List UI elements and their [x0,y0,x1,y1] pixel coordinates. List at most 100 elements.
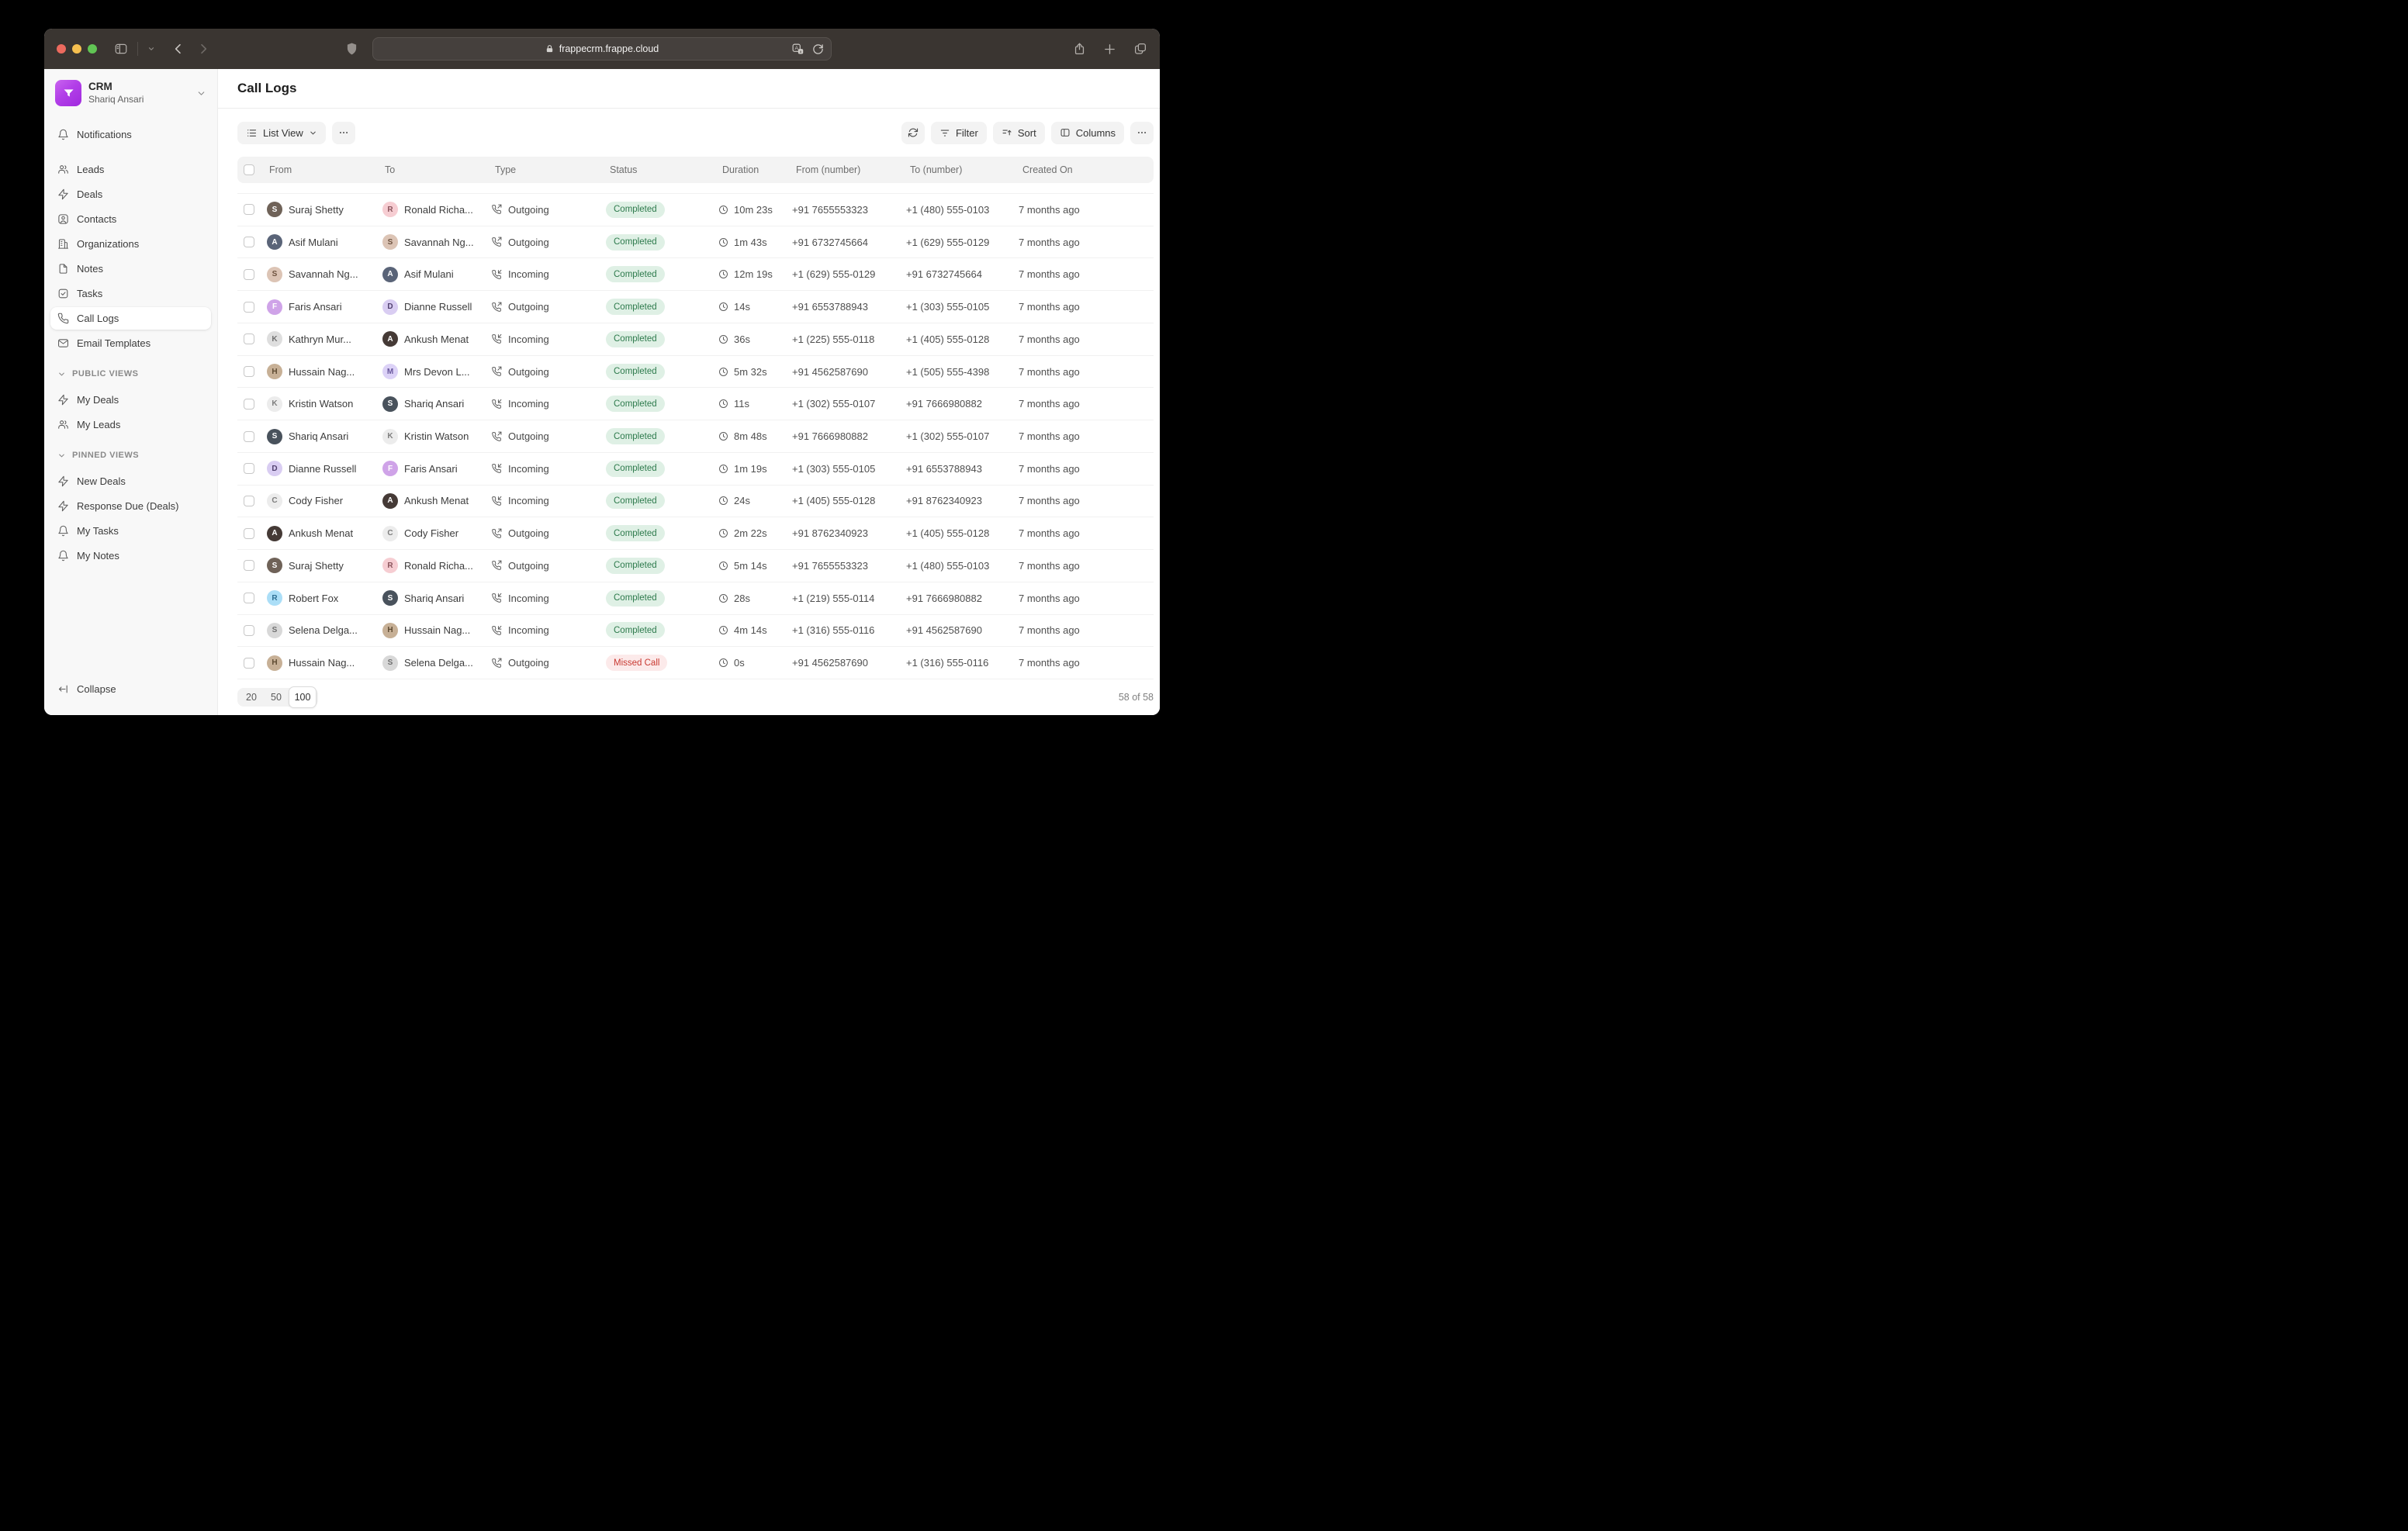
from-name: Kristin Watson [289,398,354,410]
minimize-window-button[interactable] [72,44,81,54]
clock-icon [719,593,728,603]
sidebar-item-email-templates[interactable]: Email Templates [50,332,211,354]
row-checkbox[interactable] [244,237,254,248]
row-checkbox[interactable] [244,560,254,572]
privacy-shield-icon[interactable] [346,43,358,56]
avatar: S [267,266,282,282]
row-checkbox[interactable] [244,495,254,506]
list-settings-button[interactable] [1130,121,1154,144]
sidebar-item-call-logs[interactable]: Call Logs [50,307,211,330]
table-row[interactable]: S Shariq Ansari K Kristin Watson Outgoing Com… [237,420,1154,452]
avatar: D [267,461,282,477]
sort-button[interactable]: Sort [992,121,1045,144]
row-checkbox[interactable] [244,430,254,442]
section-pinned-views[interactable]: PINNED VIEWS [50,445,211,465]
duration: 11s [734,398,749,410]
address-bar[interactable]: frappecrm.frappe.cloud A a [372,37,832,60]
row-checkbox[interactable] [244,624,254,636]
column-header-status[interactable]: Status [610,164,638,175]
column-header-created-on[interactable]: Created On [1022,164,1073,175]
row-checkbox[interactable] [244,463,254,475]
table-row[interactable]: F Faris Ansari D Dianne Russell Outgoing Comp… [237,290,1154,323]
table-row[interactable]: K Kathryn Mur... A Ankush Menat Incoming Comp… [237,322,1154,355]
sidebar-item-contacts[interactable]: Contacts [50,208,211,230]
view-switcher-button[interactable]: List View [237,121,326,144]
call-type: Incoming [508,592,549,604]
row-checkbox[interactable] [244,527,254,539]
sidebar: CRM Shariq Ansari Notifications Leads [44,69,218,715]
sidebar-item-notifications[interactable]: Notifications [50,123,211,146]
status-cell: Missed Call [606,655,718,672]
table-row[interactable]: D Dianne Russell F Faris Ansari Incoming Comp… [237,451,1154,485]
sidebar-item-tasks[interactable]: Tasks [50,282,211,305]
table-row[interactable]: S Selena Delga... H Hussain Nag... Incoming C… [237,613,1154,647]
table-row[interactable]: S Suraj Shetty R Ronald Richa... Outgoing Com… [237,549,1154,582]
column-header-type[interactable]: Type [495,164,517,175]
workspace-switcher[interactable]: CRM Shariq Ansari [44,78,217,111]
table-row[interactable]: K Kristin Watson S Shariq Ansari Incoming Com… [237,387,1154,420]
sidebar-item-new-deals[interactable]: New Deals [50,470,211,492]
table-row[interactable]: H Hussain Nag... S Selena Delga... Outgoing M… [237,646,1154,679]
sidebar-item-my-tasks[interactable]: My Tasks [50,520,211,542]
sidebar-item-my-notes[interactable]: My Notes [50,544,211,567]
select-all-checkbox[interactable] [244,164,254,175]
maximize-window-button[interactable] [88,44,97,54]
page-size-100[interactable]: 100 [289,686,317,708]
table-row[interactable]: R Robert Fox S Shariq Ansari Incoming Complet… [237,581,1154,614]
table-row[interactable]: H Hussain Nag... M Mrs Devon L... Outgoing Co… [237,354,1154,388]
row-checkbox[interactable] [244,398,254,410]
app-name: CRM [88,81,112,93]
table-row[interactable]: S Savannah Ng... A Asif Mulani Incoming Compl… [237,257,1154,290]
page-size-20[interactable]: 20 [239,688,264,707]
row-checkbox[interactable] [244,334,254,345]
collapse-sidebar-button[interactable]: Collapse [50,678,211,700]
share-icon[interactable] [1073,42,1086,56]
from-number: +1 (405) 555-0128 [792,495,876,507]
phone-incoming-icon [492,625,502,635]
sidebar-item-label: New Deals [77,475,126,487]
column-header-from[interactable]: From [269,164,292,175]
columns-button[interactable]: Columns [1050,121,1124,144]
to-name: Faris Ansari [404,462,458,475]
column-header-from-number[interactable]: From (number) [796,164,861,175]
column-header-duration[interactable]: Duration [722,164,759,175]
tab-overview-icon[interactable] [1133,42,1147,56]
row-checkbox[interactable] [244,593,254,604]
view-more-button[interactable] [331,121,355,144]
column-header-to[interactable]: To [385,164,396,175]
duration-cell: 14s [718,301,792,313]
from-cell: S Savannah Ng... [265,266,381,282]
sidebar-chevron-down-icon[interactable] [147,45,155,53]
refresh-button[interactable] [901,121,925,144]
column-header-to-number[interactable]: To (number) [910,164,963,175]
row-checkbox[interactable] [244,657,254,669]
call-type: Outgoing [508,527,549,540]
reload-icon[interactable] [812,43,824,55]
section-public-views[interactable]: PUBLIC VIEWS [50,364,211,384]
forward-icon[interactable] [197,43,209,55]
translate-icon[interactable]: A a [791,43,804,56]
table-row[interactable]: C Cody Fisher A Ankush Menat Incoming Complet… [237,484,1154,517]
from-number: +1 (303) 555-0105 [792,462,876,475]
sidebar-item-my-deals[interactable]: My Deals [50,389,211,411]
sidebar-item-response-due-deals[interactable]: Response Due (Deals) [50,495,211,517]
to-number: +1 (303) 555-0105 [906,301,990,313]
sidebar-toggle-icon[interactable] [114,42,128,56]
page-size-50[interactable]: 50 [264,688,289,707]
back-icon[interactable] [172,43,185,55]
sidebar-item-organizations[interactable]: Organizations [50,233,211,255]
sidebar-item-notes[interactable]: Notes [50,257,211,280]
close-window-button[interactable] [57,44,66,54]
table-row[interactable]: S Suraj Shetty R Ronald Richa... Outgoing Com… [237,193,1154,226]
new-tab-icon[interactable] [1103,43,1116,56]
table-row[interactable]: A Asif Mulani S Savannah Ng... Outgoing Compl… [237,225,1154,258]
row-checkbox[interactable] [244,301,254,313]
row-checkbox[interactable] [244,268,254,280]
filter-button[interactable]: Filter [930,121,987,144]
row-checkbox[interactable] [244,204,254,216]
sidebar-item-leads[interactable]: Leads [50,158,211,181]
row-checkbox[interactable] [244,366,254,378]
sidebar-item-deals[interactable]: Deals [50,183,211,206]
sidebar-item-my-leads[interactable]: My Leads [50,413,211,436]
table-row[interactable]: A Ankush Menat C Cody Fisher Outgoing Complet… [237,517,1154,549]
